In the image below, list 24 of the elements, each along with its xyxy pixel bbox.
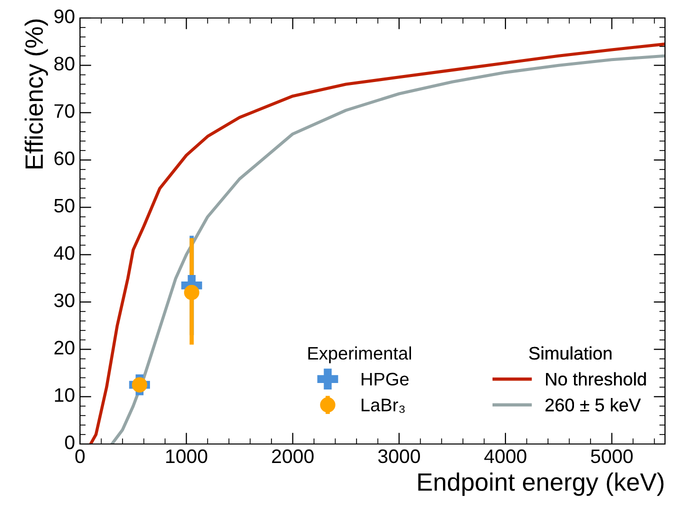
x-axis-title: Endpoint energy (keV) [418,472,664,496]
x-tick-label: 0 [75,449,85,464]
legend-label: 260 ± 5 keV [546,398,641,412]
y-axis-title: Efficiency (%) [24,20,48,168]
annotation: Experimental [308,346,412,364]
x-tick-label: 4000 [484,449,526,464]
x-tick-label: 5000 [590,449,633,464]
legend-label: HPGe [362,372,409,386]
y-tick-label: 40 [54,246,74,260]
y-tick-label: 0 [65,435,74,450]
y-tick-label: 70 [54,104,74,118]
legend-label: LaBr₃ [362,398,405,413]
legend-label: No threshold [546,372,646,386]
y-tick-label: 50 [54,198,74,213]
x-tick-label: 1000 [166,449,208,464]
y-tick-label: 20 [54,340,74,355]
y-tick-label: 80 [54,56,74,71]
y-tick-label: 30 [54,293,74,308]
x-tick-label: 2000 [272,449,314,464]
y-tick-label: 10 [54,388,74,402]
y-tick-label: 90 [54,9,74,24]
x-tick-label: 3000 [378,449,420,464]
annotation: Simulation [529,346,612,360]
y-tick-label: 60 [54,151,74,166]
